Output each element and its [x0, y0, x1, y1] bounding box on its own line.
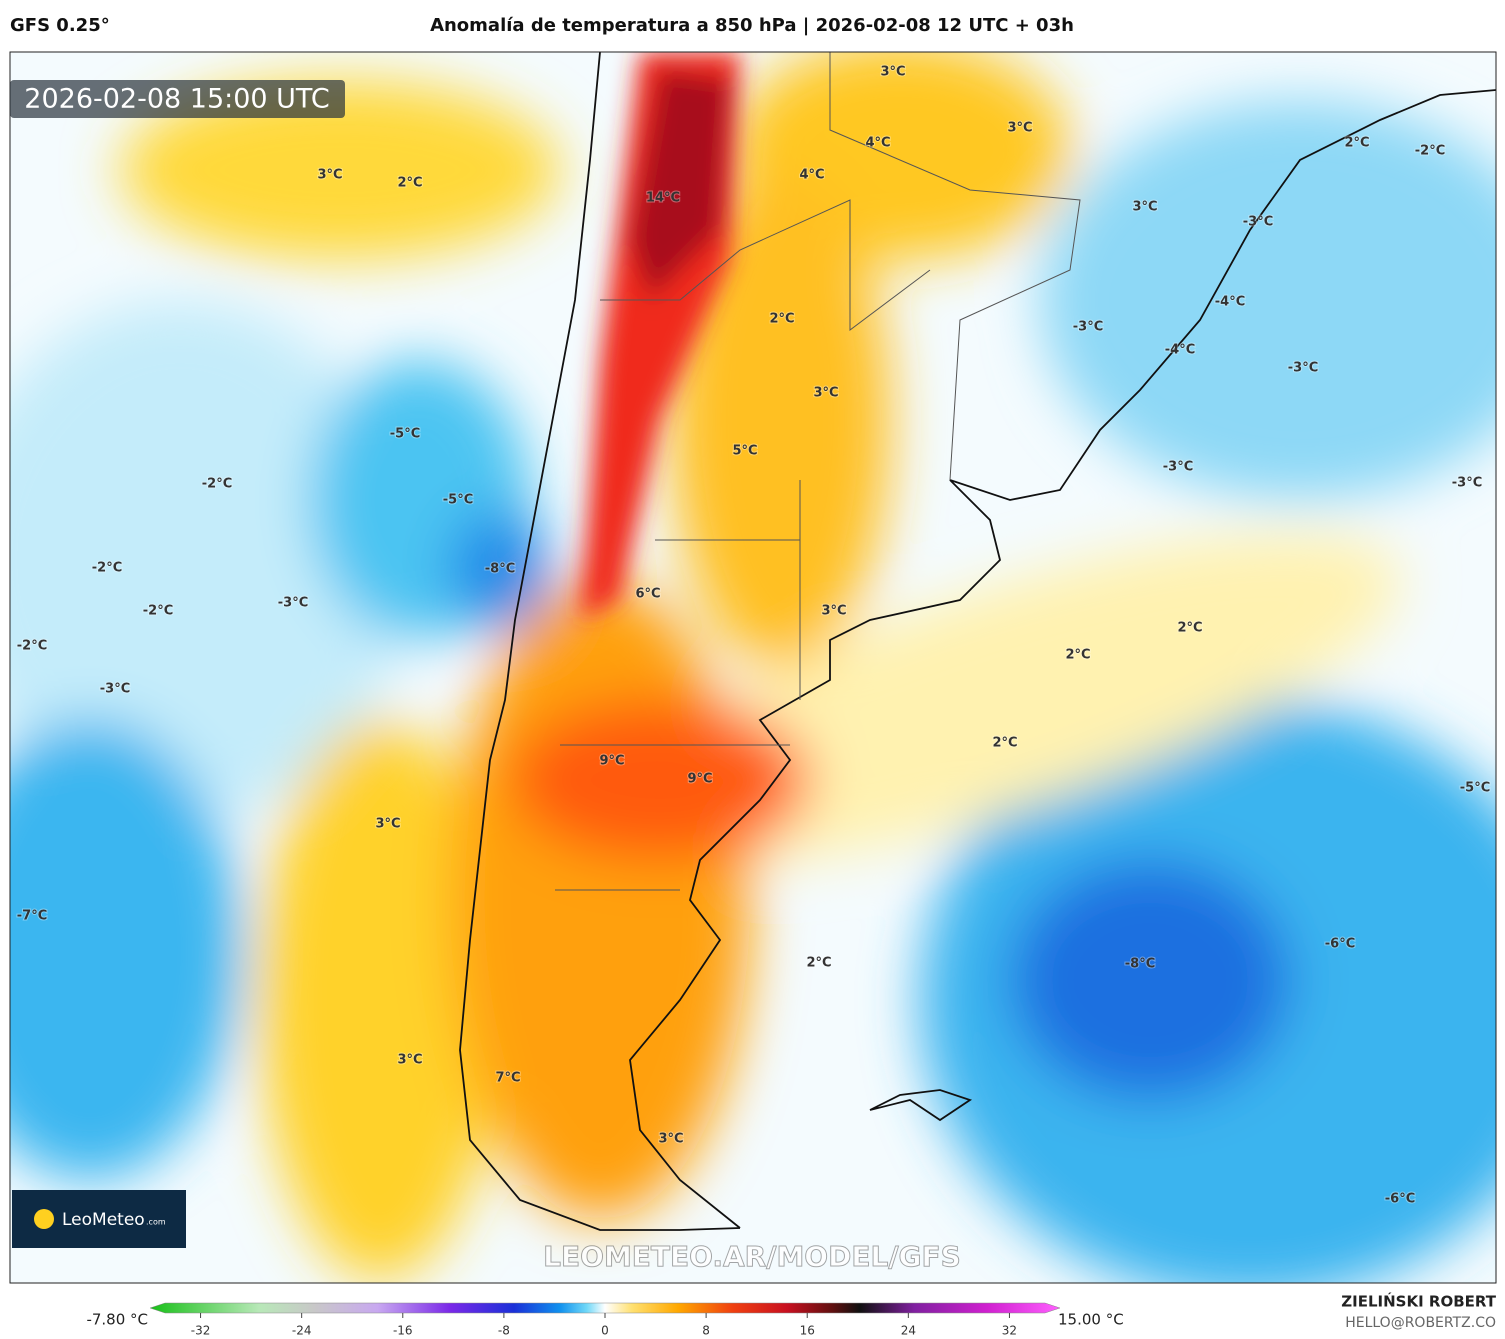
map-label: 3°C	[397, 1053, 422, 1068]
map-label: 2°C	[806, 956, 831, 971]
colorbar-min: -7.80 °C	[86, 1311, 148, 1329]
logo-suffix: .com	[146, 1218, 166, 1227]
map-frame	[9, 51, 1497, 1284]
map-label: -5°C	[390, 427, 420, 442]
field	[670, 170, 890, 670]
map-label: -4°C	[1215, 295, 1245, 310]
map-label: 5°C	[732, 444, 757, 459]
map-label: -3°C	[100, 682, 130, 697]
falklands	[869, 1089, 973, 1122]
map-label: 2°C	[769, 312, 794, 327]
map-label: -2°C	[17, 639, 47, 654]
map-label: -3°C	[1163, 460, 1193, 475]
map-label: -2°C	[202, 477, 232, 492]
map-label: -6°C	[1385, 1192, 1415, 1207]
colorbar-tick-label: 24	[901, 1324, 916, 1338]
colorbar-tick-label: 0	[601, 1324, 609, 1338]
map	[10, 52, 1496, 1283]
map-label: 3°C	[880, 65, 905, 80]
field	[630, 70, 730, 300]
model-name: GFS 0.25°	[10, 15, 110, 36]
border	[829, 52, 1081, 481]
map-title: Anomalía de temperatura a 850 hPa | 2026…	[430, 15, 1074, 36]
borders	[555, 52, 1081, 891]
coastline	[459, 52, 1496, 1231]
map-label: -2°C	[143, 604, 173, 619]
map-label: -3°C	[278, 596, 308, 611]
map-label: 3°C	[317, 168, 342, 183]
map-label: 2°C	[397, 176, 422, 191]
colorbar-tick-label: -16	[393, 1324, 413, 1338]
map-label: -3°C	[1073, 320, 1103, 335]
map-label: 9°C	[599, 754, 624, 769]
map-label: 3°C	[1132, 200, 1157, 215]
timestamp: 2026-02-08 15:00 UTC	[24, 84, 329, 115]
colorbar	[149, 1302, 1061, 1314]
map-label: -3°C	[1452, 476, 1482, 491]
map-label: 3°C	[813, 386, 838, 401]
field	[450, 580, 750, 1220]
map-label: -7°C	[17, 909, 47, 924]
map-label: -6°C	[1325, 937, 1355, 952]
coast-east	[629, 89, 1496, 1229]
map-label: -4°C	[1165, 343, 1195, 358]
colorbar-ticks: -32 -24 -16 -8 0 8 16 24 32	[191, 1313, 1017, 1338]
map-label: 6°C	[635, 587, 660, 602]
field	[260, 720, 500, 1280]
map-label: -5°C	[1460, 781, 1490, 796]
map-label: 2°C	[1065, 648, 1090, 663]
coast-west	[459, 52, 741, 1231]
colorbar-tick-label: -32	[191, 1324, 211, 1338]
field	[1040, 100, 1496, 500]
map-label: 3°C	[375, 817, 400, 832]
map-label: 7°C	[495, 1071, 520, 1086]
field	[510, 700, 810, 860]
map-label: 4°C	[799, 168, 824, 183]
colorbar-tick-label: 16	[800, 1324, 815, 1338]
field	[450, 510, 550, 630]
map-label: -3°C	[1288, 361, 1318, 376]
field	[120, 80, 560, 260]
field	[10, 300, 410, 820]
map-label: 3°C	[821, 604, 846, 619]
colorbar-tick-label: -8	[498, 1324, 510, 1338]
colorbar-tick-label: 8	[702, 1324, 710, 1338]
anomaly-field	[10, 52, 1496, 1283]
field	[1010, 860, 1290, 1100]
map-label: -8°C	[1125, 957, 1155, 972]
timestamp-box	[10, 80, 345, 118]
map-label: -3°C	[1243, 215, 1273, 230]
field	[10, 720, 240, 1180]
colorbar-tick-label: -24	[292, 1324, 312, 1338]
map-labels: 3°C 2°C 3°C 4°C 3°C 4°C 14°C 3°C 2°C -2°C -3°C -4°C…	[16, 64, 1491, 1208]
map-label: -2°C	[1415, 144, 1445, 159]
map-label: 2°C	[1177, 621, 1202, 636]
border	[555, 480, 801, 891]
warm-core	[580, 52, 740, 620]
map-label: 9°C	[687, 772, 712, 787]
map-label: 4°C	[865, 136, 890, 151]
email: HELLO@ROBERTZ.CO	[1345, 1315, 1496, 1331]
border	[600, 199, 931, 331]
colorbar-max: 15.00 °C	[1058, 1311, 1124, 1329]
map-label: 3°C	[658, 1132, 683, 1147]
map-label: 2°C	[992, 736, 1017, 751]
map-label: -5°C	[443, 493, 473, 508]
colorbar-tick-label: 32	[1002, 1324, 1017, 1338]
logo-name: LeoMeteo	[62, 1210, 145, 1230]
map-label: 2°C	[1344, 136, 1369, 151]
map-label: 14°C	[646, 191, 680, 206]
map-label: -2°C	[92, 561, 122, 576]
author: ZIELIŃSKI ROBERT	[1341, 1292, 1496, 1311]
map-label: -8°C	[485, 562, 515, 577]
map-label: 3°C	[1007, 121, 1032, 136]
logo-sun	[34, 1209, 54, 1229]
watermark: LEOMETEO.AR/MODEL/GFS	[543, 1240, 961, 1273]
